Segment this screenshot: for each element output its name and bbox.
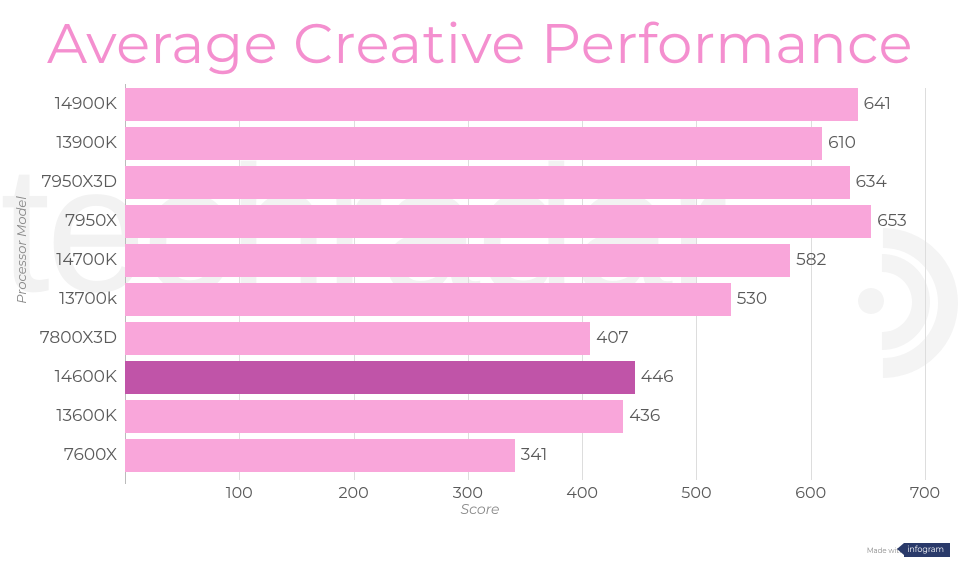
bar-row: 14700K582 xyxy=(125,244,925,277)
bar-row: 7800X3D407 xyxy=(125,322,925,355)
bar-row: 13600K436 xyxy=(125,400,925,433)
bar-row: 13900K610 xyxy=(125,127,925,160)
bar-value-label: 582 xyxy=(790,244,826,277)
bar xyxy=(125,400,623,433)
bar-category-label: 7800X3D xyxy=(0,322,117,355)
bar-value-label: 407 xyxy=(590,322,628,355)
chart-page: techradar Average Creative Performance P… xyxy=(0,0,960,563)
bar xyxy=(125,244,790,277)
bar-row: 7950X653 xyxy=(125,205,925,238)
chart-title: Average Creative Performance xyxy=(0,10,960,78)
gridline xyxy=(925,88,926,480)
bar xyxy=(125,127,822,160)
bar-category-label: 13600K xyxy=(0,400,117,433)
bar-category-label: 14900K xyxy=(0,88,117,121)
bar-value-label: 634 xyxy=(850,166,887,199)
footer-badge: infogram xyxy=(904,543,950,557)
bar xyxy=(125,322,590,355)
bar xyxy=(125,439,515,472)
bar-value-label: 610 xyxy=(822,127,856,160)
bar-value-label: 641 xyxy=(858,88,891,121)
bar xyxy=(125,361,635,394)
bar-value-label: 530 xyxy=(731,283,767,316)
bar-category-label: 7950X3D xyxy=(0,166,117,199)
bar-row: 7950X3D634 xyxy=(125,166,925,199)
bar-value-label: 653 xyxy=(871,205,906,238)
bar-category-label: 14600K xyxy=(0,361,117,394)
bar xyxy=(125,166,850,199)
bar-row: 13700k530 xyxy=(125,283,925,316)
bar-row: 7600X341 xyxy=(125,439,925,472)
bar-value-label: 446 xyxy=(635,361,674,394)
bar xyxy=(125,88,858,121)
bar-category-label: 13900K xyxy=(0,127,117,160)
bar-chart: 10020030040050060070014900K64113900K6107… xyxy=(125,88,925,480)
bar-category-label: 7600X xyxy=(0,439,117,472)
bar-row: 14600K446 xyxy=(125,361,925,394)
bar-value-label: 341 xyxy=(515,439,548,472)
bar-value-label: 436 xyxy=(623,400,660,433)
x-axis-label: Score xyxy=(0,500,960,518)
bar xyxy=(125,205,871,238)
bar-row: 14900K641 xyxy=(125,88,925,121)
y-axis-label: Processor Model xyxy=(14,196,30,303)
bar xyxy=(125,283,731,316)
